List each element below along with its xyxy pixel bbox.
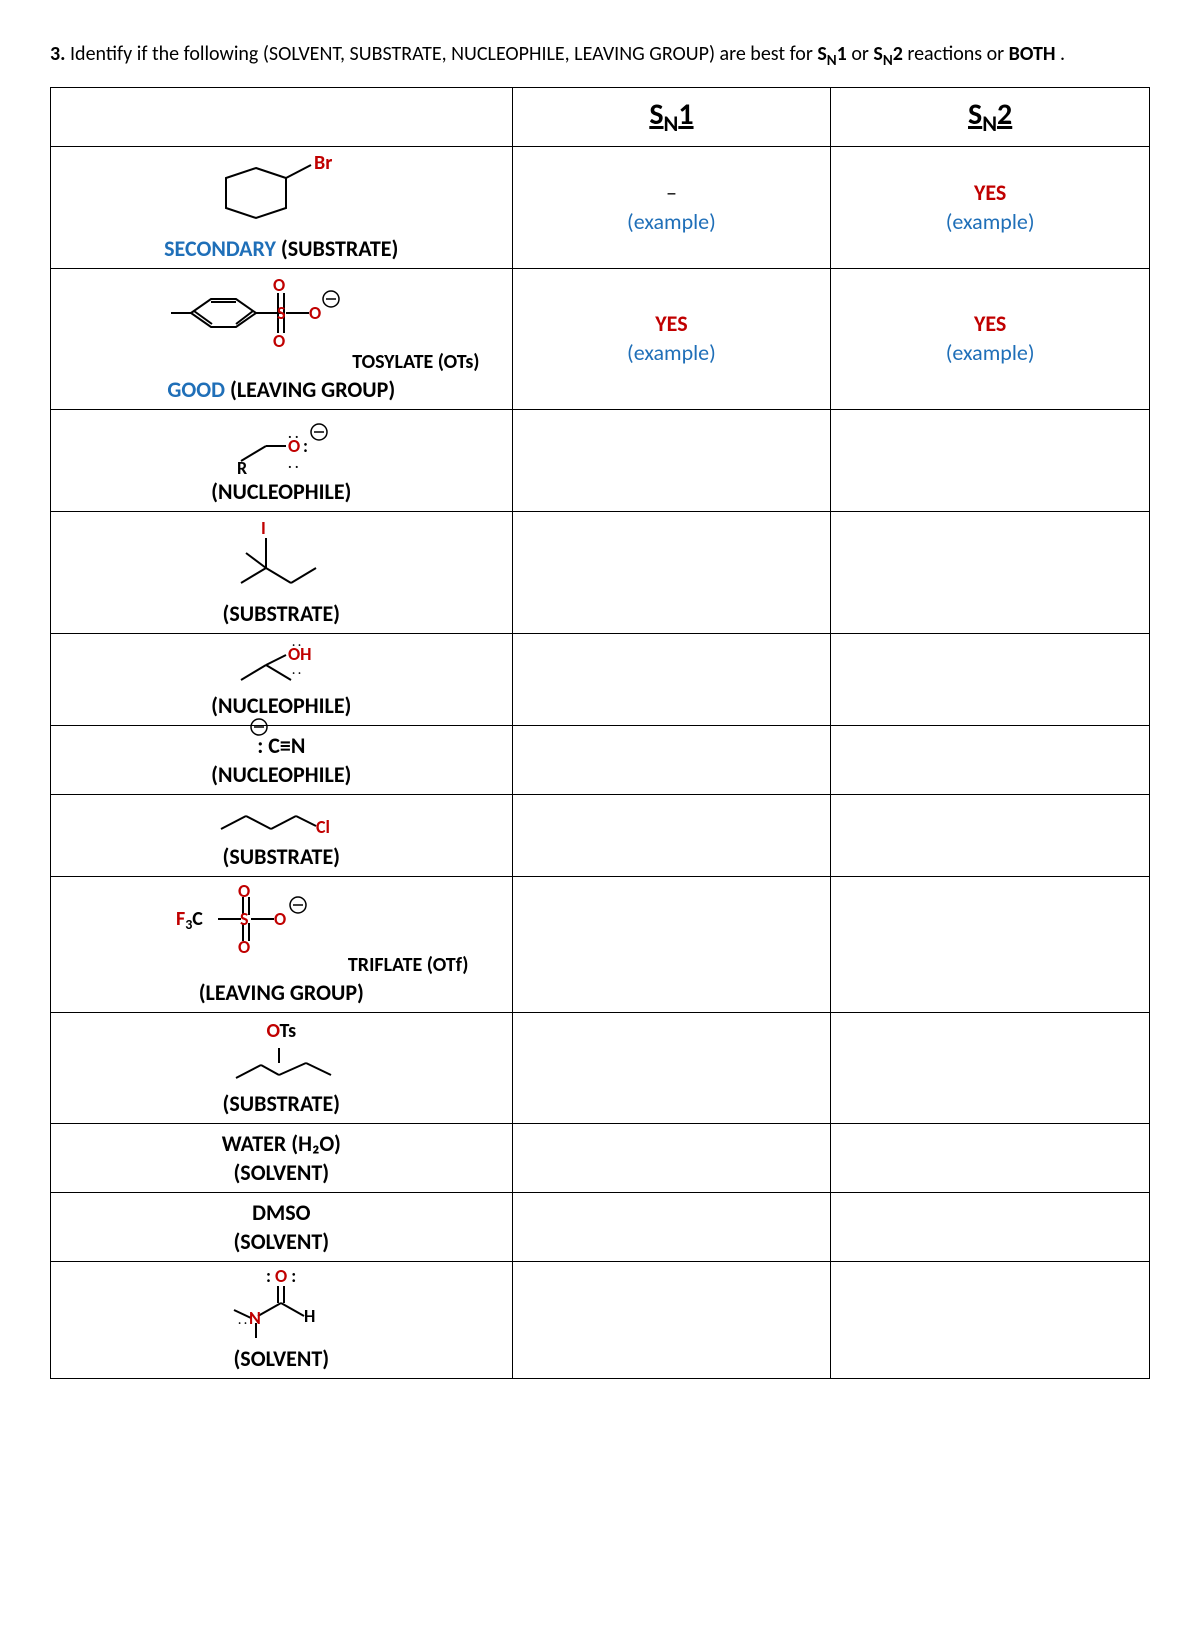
ots-label: OTs — [266, 1019, 296, 1043]
svg-text:. .: . . — [292, 640, 301, 650]
row7-structure-cell: Cl (SUBSTRATE) — [51, 795, 513, 877]
svg-text:: O :: : O : — [266, 1268, 296, 1287]
isobutyl-ots-structure — [211, 1043, 351, 1088]
row2-label: GOOD (LEAVING GROUP) — [167, 376, 395, 403]
dmf-structure: : O : N . . H — [216, 1268, 346, 1343]
neopentyl-iodide-structure: I — [211, 518, 351, 598]
q-part1: Identify if the following (SOLVENT, SUBS… — [70, 42, 817, 66]
cyanide-charge — [247, 716, 287, 738]
header-blank — [51, 88, 513, 147]
tosylate-structure: S O O O — [151, 275, 411, 350]
svg-text:O: O — [273, 275, 285, 296]
row11-cell: DMSO (SOLVENT) — [51, 1193, 513, 1262]
row12-sn1 — [512, 1262, 831, 1379]
alkoxide-structure: R O : . . . . — [211, 416, 351, 476]
tosylate-name: TOSYLATE (OTs) — [83, 350, 480, 374]
row9-sn1 — [512, 1013, 831, 1124]
row4-label: (SUBSTRATE) — [223, 600, 341, 627]
row3-sn2 — [831, 410, 1150, 512]
row9-label: (SUBSTRATE) — [223, 1090, 341, 1117]
row1-label: SECONDARY (SUBSTRATE) — [164, 235, 398, 262]
row6-sn2 — [831, 726, 1150, 795]
row9-sn2 — [831, 1013, 1150, 1124]
row7-sn2 — [831, 795, 1150, 877]
row10-sn1 — [512, 1124, 831, 1193]
triflate-name: TRIFLATE (OTf) — [94, 953, 468, 977]
triflate-structure: F3C S O O O — [166, 883, 396, 953]
row11-label: (SOLVENT) — [233, 1228, 329, 1255]
row8-label: (LEAVING GROUP) — [199, 979, 364, 1006]
row6-label: (NUCLEOPHILE) — [211, 761, 351, 788]
svg-text:. .: . . — [292, 664, 301, 678]
svg-text:I: I — [261, 518, 266, 539]
svg-text:S: S — [240, 908, 249, 930]
header-sn2: SN2 — [831, 88, 1150, 147]
row4-sn2 — [831, 512, 1150, 634]
butylchloride-structure: Cl — [206, 801, 356, 841]
svg-text:H: H — [304, 1305, 315, 1327]
water-title: WATER (H₂O) — [222, 1130, 341, 1157]
svg-text:Cl: Cl — [316, 816, 330, 838]
row12-label: (SOLVENT) — [233, 1345, 329, 1372]
isopropanol-structure: OH . . . . — [216, 640, 346, 690]
question-text: 3. Identify if the following (SOLVENT, S… — [50, 40, 1150, 72]
q-both: BOTH — [1009, 42, 1056, 66]
svg-text:. .: . . — [238, 1314, 247, 1328]
row4-structure-cell: I (SUBSTRATE) — [51, 512, 513, 634]
row8-structure-cell: F3C S O O O TRIFLATE — [51, 877, 513, 1013]
row11-sn2 — [831, 1193, 1150, 1262]
svg-text:. .: . . — [288, 455, 299, 472]
row7-label: (SUBSTRATE) — [223, 843, 341, 870]
row1-structure-cell: Br SECONDARY (SUBSTRATE) — [51, 147, 513, 269]
row5-structure-cell: OH . . . . (NUCLEOPHILE) — [51, 634, 513, 726]
svg-text:O: O — [273, 330, 285, 350]
q-end: reactions or — [903, 42, 1009, 66]
svg-text:N: N — [249, 1307, 261, 1329]
row5-label: (NUCLEOPHILE) — [211, 692, 351, 719]
svg-text:. .: . . — [288, 425, 299, 442]
row6-sn1 — [512, 726, 831, 795]
row5-sn1 — [512, 634, 831, 726]
header-sn1: SN1 — [512, 88, 831, 147]
q-mid: or — [847, 42, 874, 66]
svg-text:F3C: F3C — [176, 907, 203, 933]
cyclohexyl-bromide-structure: Br — [206, 153, 356, 233]
row5-sn2 — [831, 634, 1150, 726]
svg-text::: : — [303, 435, 308, 457]
row3-structure-cell: R O : . . . . (NUCLEOPHILE) — [51, 410, 513, 512]
svg-text:S: S — [277, 302, 286, 324]
svg-text:Br: Br — [314, 153, 332, 175]
row2-sn1: YES (example) — [512, 269, 831, 410]
question-number: 3. — [50, 42, 65, 66]
svg-text:O: O — [274, 908, 286, 930]
row1-sn2: YES (example) — [831, 147, 1150, 269]
svg-text:O: O — [309, 302, 321, 324]
row4-sn1 — [512, 512, 831, 634]
row8-sn2 — [831, 877, 1150, 1013]
row7-sn1 — [512, 795, 831, 877]
row3-sn1 — [512, 410, 831, 512]
row11-sn1 — [512, 1193, 831, 1262]
svg-text:O: O — [238, 883, 250, 902]
row9-structure-cell: OTs (SUBSTRATE) — [51, 1013, 513, 1124]
row10-label: (SOLVENT) — [233, 1159, 329, 1186]
row12-structure-cell: : O : N . . H (SOLVENT) — [51, 1262, 513, 1379]
row2-structure-cell: S O O O TOSYLATE (OTs) GOOD (LEAVING GRO… — [51, 269, 513, 410]
svg-text:O: O — [238, 936, 250, 953]
row1-sn1: – (example) — [512, 147, 831, 269]
row8-sn1 — [512, 877, 831, 1013]
row10-sn2 — [831, 1124, 1150, 1193]
row10-cell: WATER (H₂O) (SOLVENT) — [51, 1124, 513, 1193]
dmso-title: DMSO — [252, 1199, 310, 1226]
q-tail: . — [1055, 42, 1065, 66]
row2-sn2: YES (example) — [831, 269, 1150, 410]
row12-sn2 — [831, 1262, 1150, 1379]
row3-label: (NUCLEOPHILE) — [211, 478, 351, 505]
svg-text:R: R — [237, 457, 247, 476]
row6-structure-cell: : C≡N (NUCLEOPHILE) — [51, 726, 513, 795]
main-table: SN1 SN2 Br SECONDARY (SUBSTRATE) – (exam… — [50, 87, 1150, 1379]
